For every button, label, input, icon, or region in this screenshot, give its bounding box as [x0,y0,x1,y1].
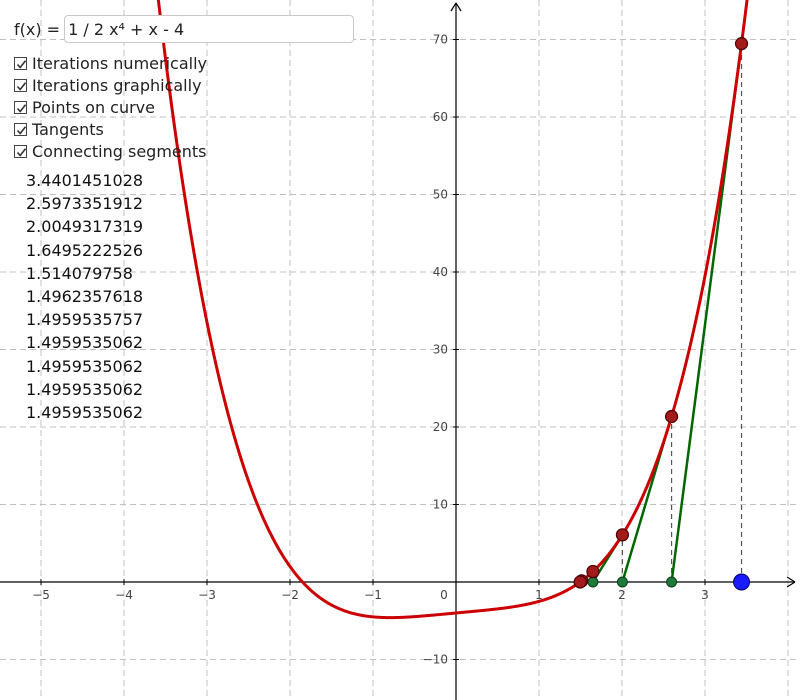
iteration-value: 1.4959535062 [26,379,144,399]
iteration-x-point[interactable] [616,576,628,588]
checkbox-label: Iterations graphically [32,75,202,95]
y-tick-label: 60 [433,110,448,124]
checkbox-label: Points on curve [32,97,155,117]
x-tick-label: −1 [364,588,382,602]
y-tick-label: 20 [433,420,448,434]
y-tick-label: 50 [433,188,448,202]
curve-point[interactable] [615,528,630,542]
y-tick-label: 30 [433,343,448,357]
checkmark-icon [16,59,27,69]
iteration-value: 1.6495222526 [26,240,144,260]
checkbox-row[interactable]: Connecting segments [14,140,207,162]
iteration-value: 2.0049317319 [26,217,144,237]
iteration-dashed-lines [579,43,743,582]
function-curve[interactable] [0,0,800,620]
y-tick-label: 40 [433,265,448,279]
checkbox[interactable] [14,122,27,136]
x-axis-arrow-icon [786,576,796,588]
function-input-row: f(x) = [14,14,355,44]
x-tick-label: −3 [198,588,216,602]
curve-point[interactable] [586,564,600,579]
iteration-value: 1.4959535757 [26,310,144,330]
checkbox-list: Iterations numerically Iterations graphic… [14,52,207,162]
x-tick-label: −4 [115,588,133,602]
checkbox-row[interactable]: Iterations graphically [14,74,207,96]
curve-point[interactable] [573,575,587,589]
function-label: f(x) = [14,19,61,39]
y-tick-label: −10 [423,653,448,667]
curve-point[interactable] [664,409,679,424]
checkbox[interactable] [14,56,27,70]
iteration-points[interactable] [573,37,751,591]
checkbox[interactable] [14,100,27,114]
checkbox-row[interactable]: Tangents [14,118,207,140]
iteration-value: 1.4959535062 [26,333,144,353]
checkbox-label: Iterations numerically [32,53,207,73]
tangent-lines [579,43,743,584]
iteration-value: 3.4401451028 [26,171,144,190]
checkmark-icon [16,103,27,113]
checkbox[interactable] [14,78,27,92]
iteration-value: 1.4962357618 [26,286,144,306]
checkmark-icon [16,81,27,91]
y-tick-label: 10 [433,498,448,512]
checkbox-row[interactable]: Points on curve [14,96,207,118]
x-tick-label: −2 [281,588,299,602]
checkbox-row[interactable]: Iterations numerically [14,52,207,74]
checkmark-icon [16,125,27,135]
y-axis-arrow-icon [450,2,462,12]
iteration-values: 3.4401451028 2.5973351912 2.0049317319 1.64… [26,169,143,424]
iteration-value: 2.5973351912 [26,194,144,214]
function-input[interactable] [64,15,355,43]
start-point[interactable] [733,573,751,591]
x-tick-label: −5 [32,588,50,602]
checkmark-icon [16,147,27,157]
x-tick-label: 0 [440,588,448,602]
iteration-value: 1.4959535062 [26,356,144,376]
y-tick-label: 70 [433,33,448,47]
iteration-x-point[interactable] [587,576,599,588]
x-tick-label: 2 [618,588,626,602]
iteration-value: 1.514079758 [26,263,133,283]
iteration-x-point[interactable] [666,576,678,588]
checkbox-label: Connecting segments [32,141,207,161]
x-tick-label: 3 [701,588,709,602]
x-tick-label: 1 [535,588,543,602]
checkbox-label: Tangents [32,119,104,139]
iteration-value: 1.4959535062 [26,402,144,422]
curve-point[interactable] [734,37,749,51]
checkbox[interactable] [14,144,27,158]
